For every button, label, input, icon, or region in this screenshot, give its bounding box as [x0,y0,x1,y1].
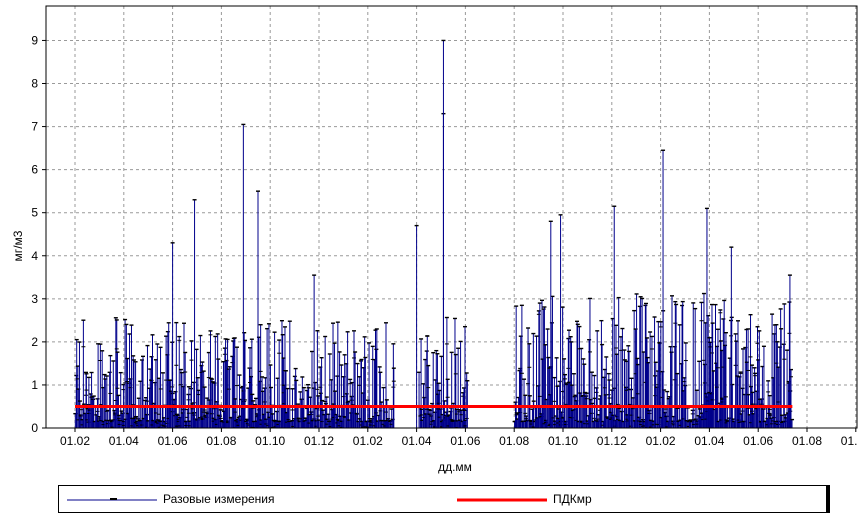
legend-edge [826,485,830,513]
x-tick-label: 01.04 [694,434,724,448]
x-tick-label: 01.04 [402,434,432,448]
x-tick-labels: 01.02 01.04 01.06 01.08 01.10 01.12 01.02 01.04… [60,434,858,448]
y-tick-label: 3 [31,292,38,306]
y-tick-label: 7 [31,120,38,134]
y-axis-title: мг/м3 [11,230,25,261]
legend-item-pdk: ПДКмр [457,492,797,506]
x-tick-label: 01.04 [109,434,139,448]
series-razovye-stems [73,39,795,429]
x-tick-label: 01.10 [841,434,858,448]
axes [42,5,858,432]
x-tick-label: 01.12 [597,434,627,448]
y-tick-labels: 0 1 2 3 4 5 6 7 8 9 [31,33,38,435]
x-tick-label: 01.02 [353,434,383,448]
x-tick-label: 01.10 [255,434,285,448]
legend-label-razovye: Разовые измерения [163,492,275,506]
x-tick-label: 01.06 [743,434,773,448]
y-tick-label: 8 [31,77,38,91]
y-tick-label: 0 [31,421,38,435]
x-tick-label: 01.06 [158,434,188,448]
x-tick-label: 01.06 [450,434,480,448]
legend-swatch-pdk [457,498,547,502]
x-axis-title: дд.мм [438,460,472,474]
y-tick-label: 6 [31,163,38,177]
x-tick-label: 01.02 [60,434,90,448]
y-tick-label: 5 [31,206,38,220]
legend-label-pdk: ПДКмр [553,492,592,506]
y-tick-label: 1 [31,378,38,392]
x-tick-label: 01.10 [548,434,578,448]
legend-swatch-razovye [67,498,157,501]
y-tick-label: 9 [31,33,38,47]
x-tick-label: 01.02 [646,434,676,448]
x-tick-label: 01.08 [499,434,529,448]
y-tick-label: 4 [31,249,38,263]
legend-item-razovye: Разовые измерения [67,492,427,506]
plot-frame [45,5,858,429]
x-tick-label: 01.12 [304,434,334,448]
x-tick-label: 01.08 [206,434,236,448]
legend: Разовые измерения ПДКмр [58,485,828,513]
y-tick-label: 2 [31,335,38,349]
x-tick-label: 01.08 [792,434,822,448]
